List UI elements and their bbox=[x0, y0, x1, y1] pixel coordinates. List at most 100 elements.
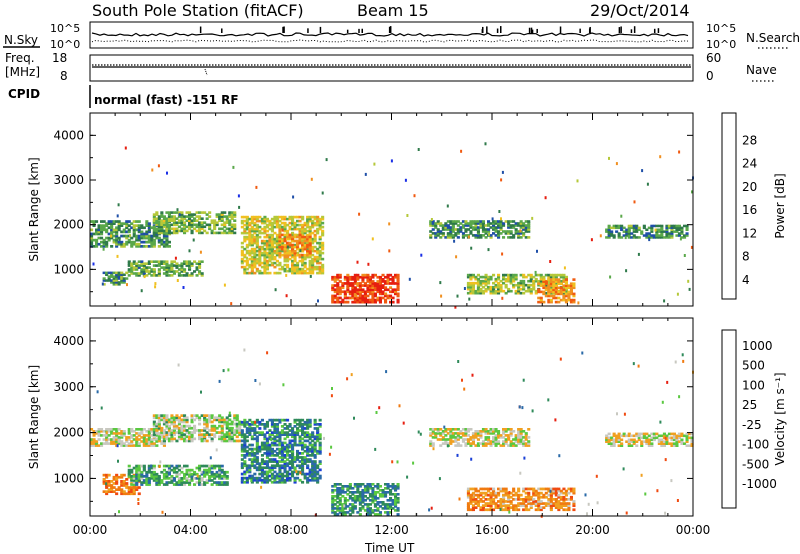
power-cell bbox=[554, 288, 558, 292]
velocity-cell bbox=[225, 475, 229, 478]
power-cell bbox=[291, 231, 295, 235]
power-cell bbox=[280, 245, 284, 249]
velocity-cell bbox=[253, 427, 257, 430]
power-cell bbox=[487, 230, 491, 233]
velocity-cell bbox=[306, 452, 310, 455]
velocity-cell bbox=[270, 480, 274, 484]
velocity-cell bbox=[150, 444, 154, 447]
power-cell bbox=[253, 223, 257, 227]
velocity-cell bbox=[172, 424, 176, 428]
velocity-cell bbox=[537, 508, 541, 512]
velocity-cell bbox=[135, 475, 139, 478]
velocity-cell bbox=[97, 430, 101, 433]
velocity-cell bbox=[250, 423, 254, 426]
velocity-cell bbox=[243, 435, 247, 439]
velocity-cell bbox=[177, 435, 181, 439]
velocity-cell bbox=[172, 483, 176, 486]
velocity-cell bbox=[147, 436, 151, 439]
power-cell bbox=[680, 228, 684, 231]
velocity-cell bbox=[147, 479, 151, 482]
power-cell bbox=[489, 275, 493, 279]
power-cell bbox=[316, 249, 320, 253]
power-cell bbox=[564, 298, 568, 302]
power-cell bbox=[275, 259, 279, 263]
power-cell bbox=[499, 232, 503, 235]
power-cell bbox=[361, 288, 365, 292]
power-cell bbox=[471, 220, 475, 223]
power-cell bbox=[479, 275, 483, 279]
velocity-cell bbox=[210, 464, 214, 468]
power-cell bbox=[147, 228, 151, 232]
power-cell bbox=[172, 229, 176, 233]
power-cell bbox=[384, 288, 388, 292]
velocity-cell bbox=[253, 472, 257, 476]
power-scatter-cell bbox=[417, 148, 420, 151]
velocity-cell bbox=[306, 478, 310, 482]
velocity-cell bbox=[512, 489, 516, 493]
velocity-cell bbox=[273, 458, 277, 461]
velocity-cell bbox=[507, 504, 511, 507]
velocity-cell bbox=[255, 468, 259, 472]
velocity-cell bbox=[228, 418, 232, 422]
velocity-cell bbox=[361, 505, 365, 508]
power-cell bbox=[165, 262, 169, 265]
velocity-cell bbox=[208, 414, 212, 417]
velocity-cell bbox=[487, 432, 491, 435]
power-cell bbox=[105, 236, 109, 240]
power-scatter-cell bbox=[549, 260, 552, 263]
power-cell bbox=[125, 240, 129, 244]
power-cell bbox=[333, 300, 337, 304]
velocity-cell bbox=[228, 426, 232, 430]
velocity-cell bbox=[562, 502, 566, 505]
power-cell bbox=[117, 240, 121, 244]
velocity-cell bbox=[306, 458, 310, 461]
velocity-cell bbox=[368, 513, 372, 516]
power-cell bbox=[253, 231, 257, 235]
velocity-cell bbox=[280, 472, 284, 476]
power-cell bbox=[253, 247, 257, 251]
velocity-cell bbox=[127, 442, 131, 445]
power-cell bbox=[497, 232, 501, 235]
power-cell bbox=[303, 221, 307, 225]
velocity-cell bbox=[373, 495, 377, 498]
velocity-cell bbox=[331, 489, 335, 492]
velocity-cell bbox=[188, 479, 192, 482]
velocity-cell bbox=[235, 424, 239, 428]
velocity-cell bbox=[245, 466, 249, 470]
power-cell bbox=[358, 282, 362, 285]
velocity-cell bbox=[208, 475, 212, 478]
power-cell bbox=[527, 289, 531, 293]
power-cell bbox=[544, 294, 548, 298]
velocity-cell bbox=[205, 426, 209, 430]
power-cell bbox=[444, 228, 448, 231]
velocity-cell bbox=[162, 418, 166, 422]
power-cell bbox=[95, 228, 99, 232]
power-cell bbox=[122, 281, 126, 284]
power-cell bbox=[162, 268, 166, 271]
velocity-cell bbox=[120, 440, 124, 443]
power-cell bbox=[268, 271, 272, 275]
power-cell bbox=[183, 227, 187, 231]
power-cell bbox=[650, 228, 654, 231]
velocity-cell bbox=[494, 438, 498, 441]
power-scatter-cell bbox=[633, 200, 636, 204]
velocity-cell bbox=[265, 437, 269, 441]
power-cell bbox=[683, 224, 687, 228]
power-cell bbox=[537, 283, 541, 287]
velocity-cell bbox=[361, 491, 365, 494]
velocity-cell bbox=[466, 440, 470, 443]
power-cell bbox=[183, 215, 187, 218]
velocity-cell bbox=[140, 477, 144, 480]
velocity-cell bbox=[303, 472, 307, 476]
velocity-cell bbox=[343, 511, 347, 514]
velocity-cell bbox=[479, 493, 483, 497]
power-cell bbox=[522, 281, 526, 285]
velocity-cell bbox=[620, 444, 624, 447]
velocity-cell bbox=[368, 509, 372, 512]
velocity-cell bbox=[193, 437, 197, 441]
velocity-cell bbox=[338, 509, 342, 512]
power-cell bbox=[363, 282, 367, 285]
velocity-cell bbox=[137, 470, 141, 474]
velocity-cell bbox=[431, 428, 435, 431]
velocity-cell bbox=[115, 473, 119, 477]
